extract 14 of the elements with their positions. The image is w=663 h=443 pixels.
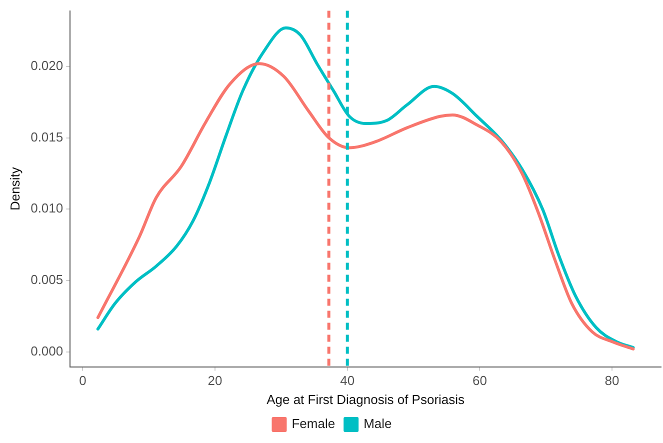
legend-label: Female xyxy=(292,416,336,432)
y-tick-label: 0.000 xyxy=(30,343,64,358)
x-tick-label: 40 xyxy=(340,373,355,388)
y-tick-label: 0.020 xyxy=(30,58,64,74)
y-tick-label: 0.015 xyxy=(30,129,64,144)
x-tick-label: 60 xyxy=(472,373,487,388)
x-tick-label: 0 xyxy=(79,373,86,388)
y-axis-title: Density xyxy=(7,166,22,210)
x-tick-label: 20 xyxy=(208,373,222,388)
legend-label: Male xyxy=(364,416,392,432)
x-tick-label: 80 xyxy=(604,373,620,388)
y-tick-label: 0.005 xyxy=(30,272,64,288)
y-tick-label: 0.010 xyxy=(30,200,64,216)
x-axis-title: Age at First Diagnosis of Psoriasis xyxy=(266,392,466,407)
